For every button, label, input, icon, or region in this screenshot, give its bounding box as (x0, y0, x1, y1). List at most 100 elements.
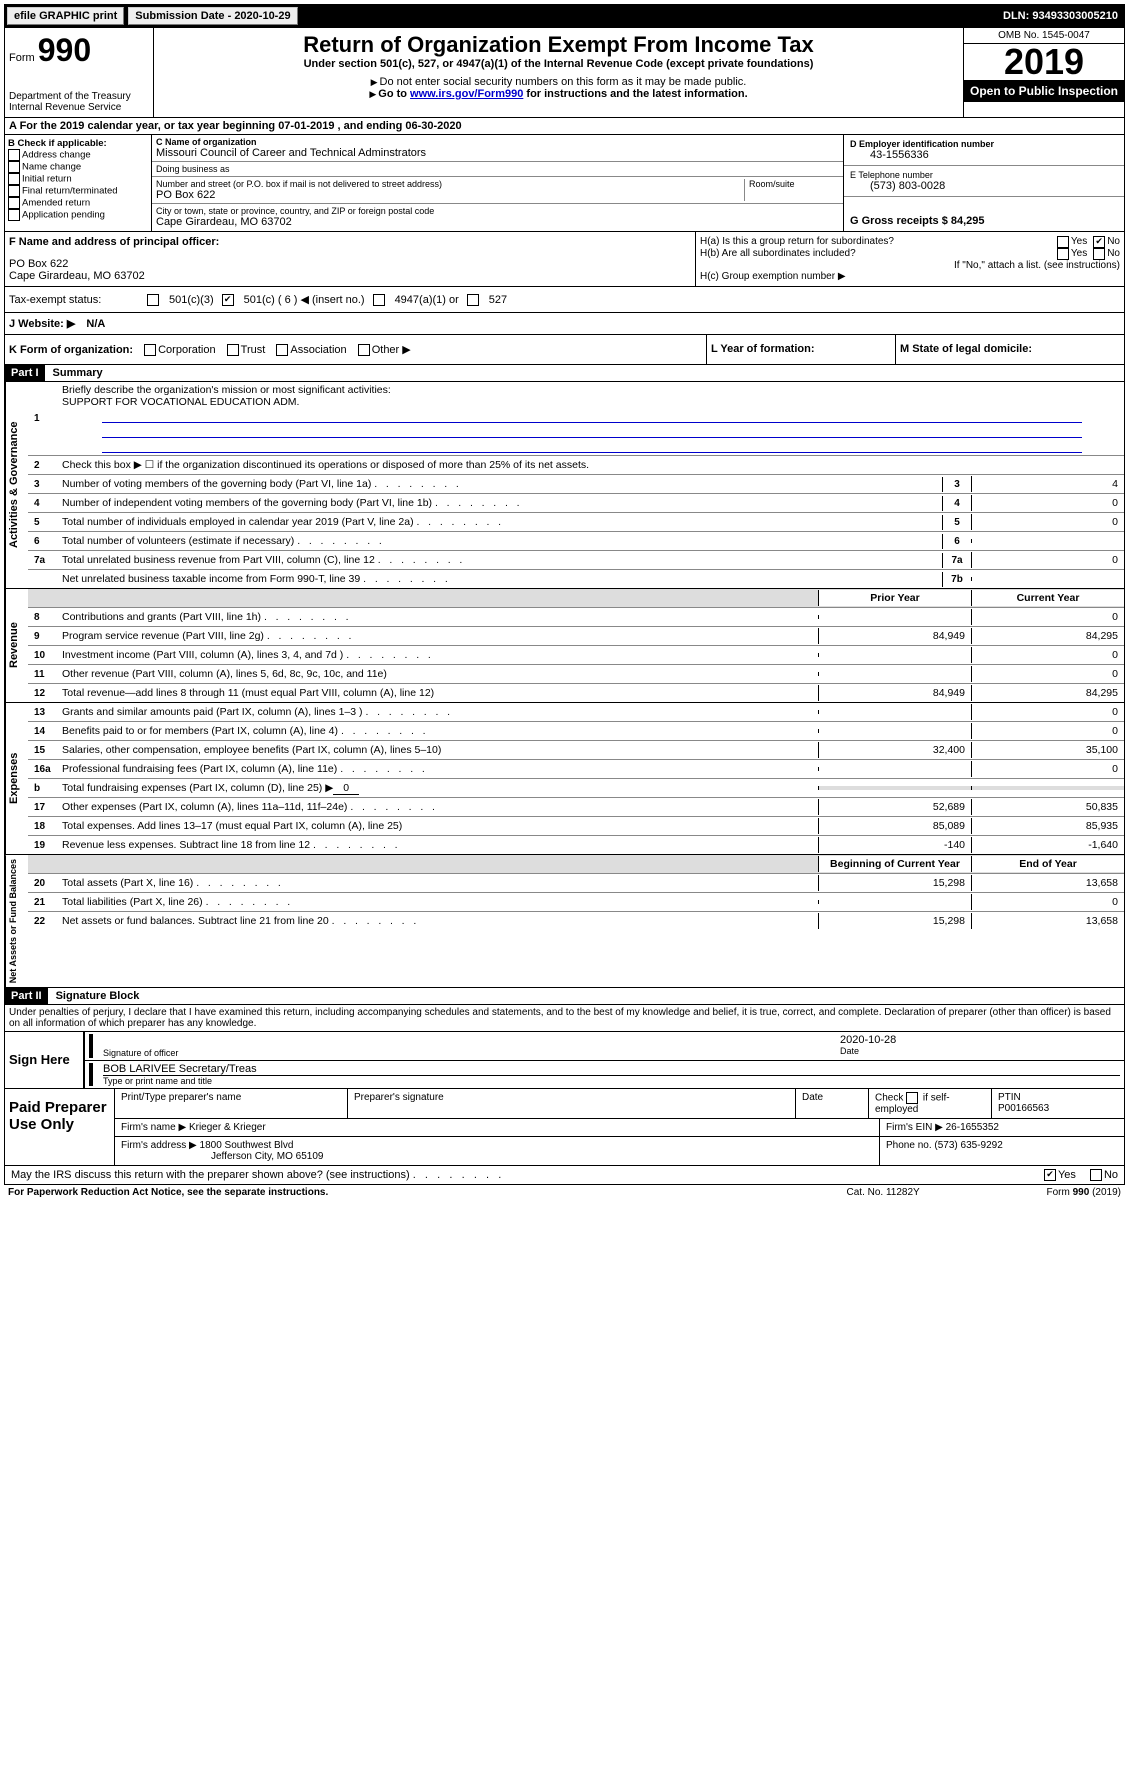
website-label: J Website: ▶ (9, 318, 75, 330)
prep-sig-h: Preparer's signature (348, 1089, 796, 1118)
org-name: Missouri Council of Career and Technical… (156, 147, 839, 159)
l9p: 84,949 (818, 628, 971, 644)
paid-preparer-block: Paid Preparer Use Only Print/Type prepar… (4, 1089, 1125, 1166)
box-d-label: D Employer identification number (850, 139, 1118, 149)
ein-value: 43-1556336 (850, 149, 1118, 161)
firm-ein-label: Firm's EIN ▶ (886, 1122, 943, 1133)
goto-pre: Go to (378, 88, 410, 100)
cb-assoc[interactable] (276, 344, 288, 356)
ha-yes[interactable] (1057, 236, 1069, 248)
l22p: 15,298 (818, 913, 971, 929)
block-netassets: Net Assets or Fund Balances Beginning of… (4, 855, 1125, 988)
box-g-label: G Gross receipts $ 84,295 (850, 215, 985, 227)
l8-text: Contributions and grants (Part VIII, lin… (60, 609, 818, 625)
cb-501c[interactable] (222, 294, 234, 306)
submission-date-button[interactable]: Submission Date - 2020-10-29 (128, 7, 297, 25)
current-head: Current Year (971, 590, 1124, 606)
row-j: J Website: ▶ N/A (4, 313, 1125, 335)
block-revenue: Revenue Prior YearCurrent Year 8Contribu… (4, 589, 1125, 703)
l12c: 84,295 (971, 685, 1124, 701)
l8c: 0 (971, 609, 1124, 625)
l-label: L Year of formation: (711, 343, 815, 355)
end-head: End of Year (971, 856, 1124, 872)
form-header: Form 990 Department of the Treasury Inte… (4, 28, 1125, 118)
lbl-address: Address change (22, 150, 91, 161)
cb-address-change[interactable] (8, 149, 20, 161)
l19c: -1,640 (971, 837, 1124, 853)
no1: No (1107, 236, 1120, 248)
open-inspection: Open to Public Inspection (964, 80, 1124, 102)
cb-final[interactable] (8, 185, 20, 197)
sign-block: Sign Here Signature of officer 2020-10-2… (4, 1032, 1125, 1089)
l18-text: Total expenses. Add lines 13–17 (must eq… (60, 818, 818, 834)
row-klm: K Form of organization: Corporation Trus… (4, 335, 1125, 365)
prep-name-h: Print/Type preparer's name (115, 1089, 348, 1118)
l1-text: Briefly describe the organization's miss… (62, 384, 391, 396)
irs-link[interactable]: www.irs.gov/Form990 (410, 88, 523, 100)
cb-trust[interactable] (227, 344, 239, 356)
cb-other[interactable] (358, 344, 370, 356)
lbl-initial: Initial return (22, 174, 72, 185)
cb-527[interactable] (467, 294, 479, 306)
hb-no[interactable] (1093, 248, 1105, 260)
vert-expenses: Expenses (5, 703, 28, 854)
discuss-yes[interactable] (1044, 1169, 1056, 1181)
l5-text: Total number of individuals employed in … (60, 514, 942, 530)
cb-name-change[interactable] (8, 161, 20, 173)
l21-text: Total liabilities (Part X, line 26) (60, 894, 818, 910)
top-bar: efile GRAPHIC print Submission Date - 20… (4, 4, 1125, 28)
cb-corp[interactable] (144, 344, 156, 356)
phone-value: (573) 803-0028 (850, 180, 1118, 192)
part1-header-row: Part I Summary (4, 365, 1125, 382)
l20-text: Total assets (Part X, line 16) (60, 875, 818, 891)
l-4947: 4947(a)(1) or (395, 294, 459, 306)
sig-date-label: Date (840, 1046, 1120, 1056)
officer-addr2: Cape Girardeau, MO 63702 (9, 270, 691, 282)
room-label: Room/suite (749, 179, 839, 189)
lbl-final: Final return/terminated (22, 186, 118, 197)
l14p (818, 729, 971, 733)
part1-title: Summary (45, 367, 103, 379)
cb-4947[interactable] (373, 294, 385, 306)
l14-text: Benefits paid to or for members (Part IX… (60, 723, 818, 739)
l7a-val: 0 (971, 552, 1124, 568)
box-e-label: E Telephone number (850, 170, 1118, 180)
l10c: 0 (971, 647, 1124, 663)
ssn-warning: Do not enter social security numbers on … (380, 76, 747, 88)
discuss-no[interactable] (1090, 1169, 1102, 1181)
city-label: City or town, state or province, country… (156, 206, 839, 216)
prep-date-h: Date (796, 1089, 869, 1118)
website-value: N/A (86, 318, 105, 330)
sig-date: 2020-10-28 (840, 1034, 1120, 1046)
l16a-text: Professional fundraising fees (Part IX, … (60, 761, 818, 777)
org-addr: PO Box 622 (156, 189, 744, 201)
m-label: M State of legal domicile: (900, 343, 1032, 355)
yes1: Yes (1071, 236, 1087, 248)
hb-label: H(b) Are all subordinates included? (700, 248, 1057, 260)
l11-text: Other revenue (Part VIII, column (A), li… (60, 666, 818, 682)
hc-label: H(c) Group exemption number ▶ (700, 271, 1120, 282)
lbl-name: Name change (22, 162, 81, 173)
cb-501c3[interactable] (147, 294, 159, 306)
cb-self-employed[interactable] (906, 1092, 918, 1104)
l22-text: Net assets or fund balances. Subtract li… (60, 913, 818, 929)
hb-yes[interactable] (1057, 248, 1069, 260)
section-bcdeg: B Check if applicable: Address change Na… (4, 135, 1125, 232)
firm-addr2: Jefferson City, MO 65109 (211, 1151, 323, 1162)
efile-button[interactable]: efile GRAPHIC print (7, 7, 124, 25)
form-footer: Form 990 (2019) (1047, 1187, 1121, 1198)
l6-val (971, 539, 1124, 543)
cb-amended[interactable] (8, 197, 20, 209)
l7a-text: Total unrelated business revenue from Pa… (60, 552, 942, 568)
cb-initial[interactable] (8, 173, 20, 185)
l17p: 52,689 (818, 799, 971, 815)
ha-no[interactable] (1093, 236, 1105, 248)
row-tax-status: Tax-exempt status: 501(c)(3) 501(c) ( 6 … (4, 287, 1125, 313)
ptin-value: P00166563 (998, 1103, 1049, 1114)
row-a-tax-year: A For the 2019 calendar year, or tax yea… (4, 118, 1125, 135)
firm-ein-value: 26-1655352 (946, 1122, 999, 1133)
cb-pending[interactable] (8, 209, 20, 221)
lbl-amended: Amended return (22, 198, 90, 209)
l21c: 0 (971, 894, 1124, 910)
firm-addr-label: Firm's address ▶ (121, 1140, 197, 1151)
